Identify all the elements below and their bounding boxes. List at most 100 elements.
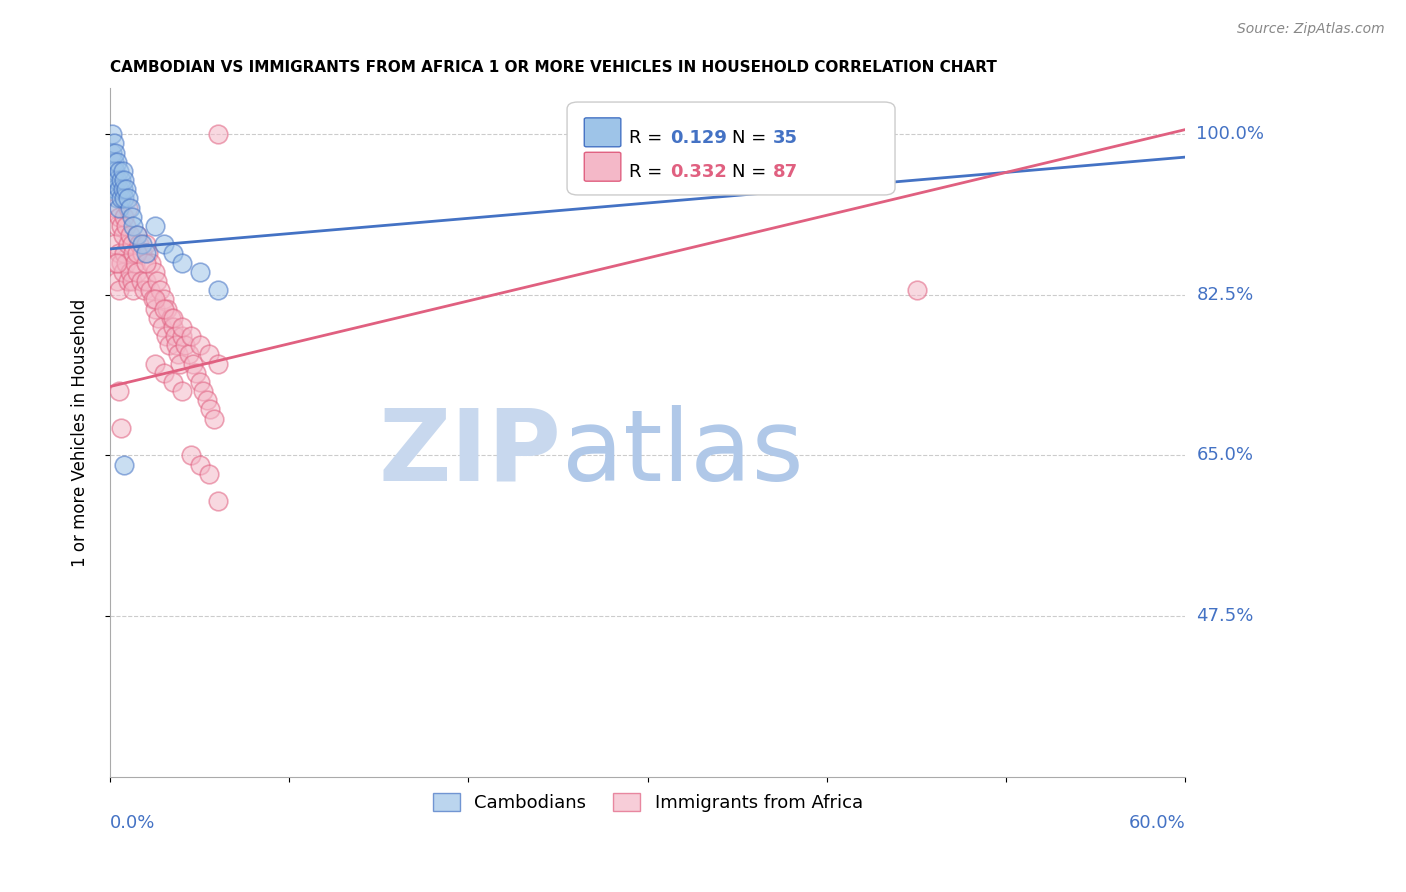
Point [188,338,211,352]
Point [135,246,157,260]
Point [108,210,131,224]
Point [121,274,143,288]
Point [157,338,180,352]
Point [108,246,131,260]
Point [905,283,928,297]
Point [112,173,135,187]
Point [108,164,131,178]
Point [104,182,127,196]
Text: 35: 35 [772,128,797,147]
Point [125,246,148,260]
Point [108,283,131,297]
Point [110,219,132,233]
Point [181,357,204,371]
Point [156,301,179,316]
Point [110,173,132,187]
Text: ZIP: ZIP [378,405,561,501]
Point [155,329,177,343]
Point [112,191,135,205]
Text: R =: R = [630,163,668,181]
Text: atlas: atlas [561,405,803,501]
Point [197,467,219,481]
Text: 47.5%: 47.5% [1197,607,1254,625]
Point [207,357,229,371]
Point [104,145,127,160]
FancyBboxPatch shape [567,102,896,195]
Point [207,494,229,508]
Point [170,384,193,399]
Point [103,173,125,187]
Point [111,228,134,243]
Point [110,255,132,269]
Point [110,191,132,205]
Point [169,357,191,371]
Point [135,274,157,288]
Text: N =: N = [731,163,772,181]
Point [193,384,215,399]
Point [207,127,229,141]
Point [124,255,146,269]
Point [103,154,125,169]
Point [108,182,131,196]
Text: 87: 87 [772,163,797,181]
Point [131,237,153,252]
Point [103,136,125,151]
Point [117,237,139,252]
Point [170,255,193,269]
Text: CAMBODIAN VS IMMIGRANTS FROM AFRICA 1 OR MORE VEHICLES IN HOUSEHOLD CORRELATION : CAMBODIAN VS IMMIGRANTS FROM AFRICA 1 OR… [110,60,997,75]
Point [180,449,202,463]
Point [117,274,139,288]
Point [162,310,184,325]
Point [111,265,134,279]
Point [125,265,148,279]
Point [122,283,145,297]
Point [188,458,211,472]
Point [153,293,176,307]
Point [160,310,183,325]
Point [188,265,211,279]
Text: 65.0%: 65.0% [1197,446,1254,465]
Point [105,173,128,187]
Point [105,255,128,269]
Point [115,182,138,196]
Point [105,154,128,169]
Point [122,219,145,233]
Text: 0.0%: 0.0% [110,814,156,832]
Point [174,338,197,352]
Point [202,411,225,425]
Point [165,338,187,352]
Point [184,366,207,380]
Text: R =: R = [630,128,668,147]
Point [135,237,157,252]
FancyBboxPatch shape [585,153,621,181]
Point [177,347,200,361]
Point [115,255,138,269]
Point [108,201,131,215]
Point [162,319,184,334]
Point [145,274,167,288]
Text: 0.332: 0.332 [671,163,727,181]
Point [103,237,125,252]
Point [141,255,163,269]
Point [200,402,222,417]
Point [111,182,134,196]
Point [117,191,139,205]
Text: N =: N = [731,128,772,147]
Legend: Cambodians, Immigrants from Africa: Cambodians, Immigrants from Africa [426,786,870,819]
Point [149,283,172,297]
Text: 60.0%: 60.0% [1129,814,1185,832]
Point [104,255,127,269]
Point [207,283,229,297]
Text: 100.0%: 100.0% [1197,125,1264,143]
Point [162,375,184,389]
Point [121,210,143,224]
Point [170,329,193,343]
Point [118,201,141,215]
Point [118,265,141,279]
Point [129,274,152,288]
Point [128,237,150,252]
Point [104,201,127,215]
Point [101,145,124,160]
Text: 0.129: 0.129 [671,128,727,147]
Point [125,228,148,243]
